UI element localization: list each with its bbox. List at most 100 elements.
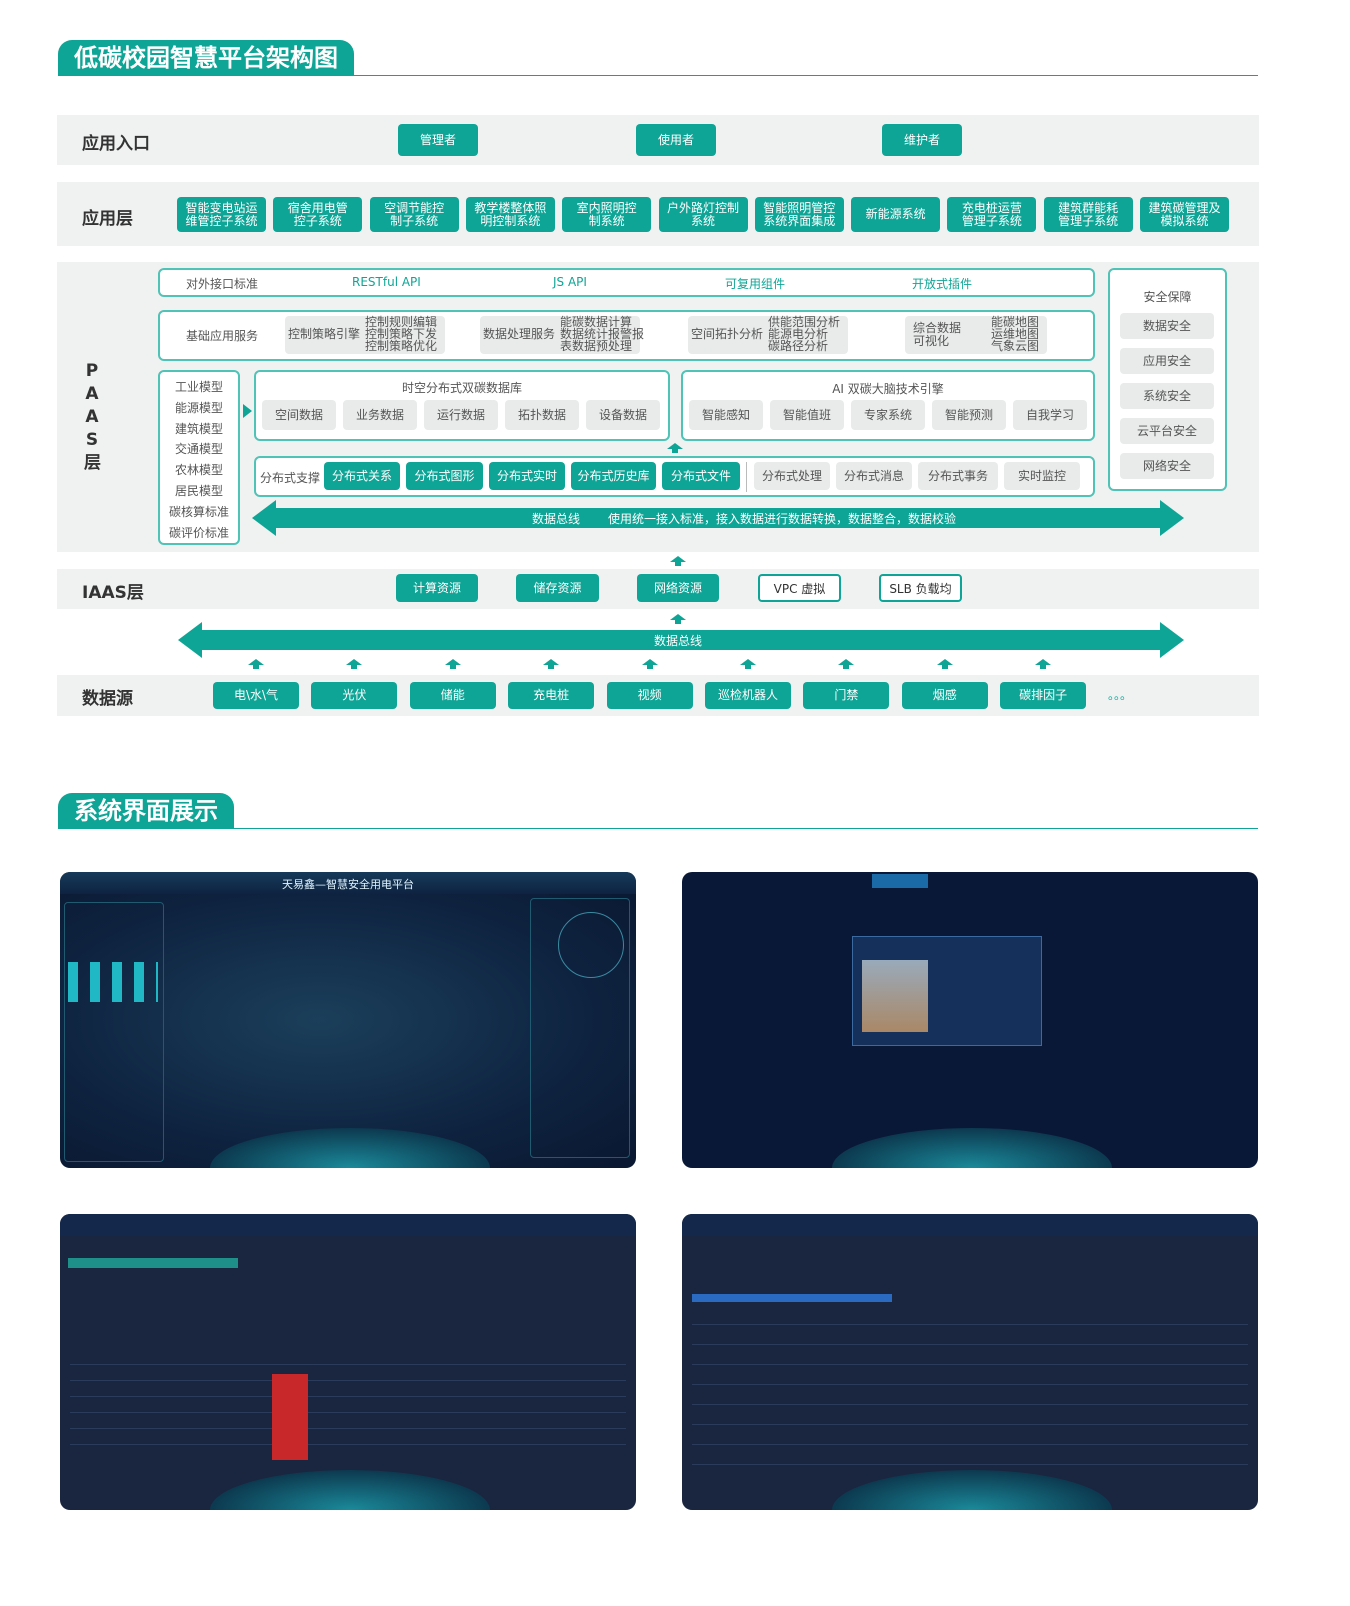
datasource-item: 门禁 — [803, 682, 890, 709]
model-item: 碳评价标准 — [168, 525, 229, 540]
iaas-item: 网络资源 — [637, 574, 719, 602]
basic-group-bg — [688, 316, 848, 354]
interface-box — [158, 268, 1095, 297]
interface-item: RESTful API — [352, 275, 421, 289]
ai-item: 智能预测 — [932, 400, 1006, 430]
bus-label: 数据总线 — [532, 512, 581, 526]
arrow-up-icon — [670, 614, 686, 624]
entry-label: 应用入口 — [82, 134, 150, 154]
distributed-label: 分布式支撑 — [260, 471, 321, 485]
app-subsystem: 充电桩运营 管理子系统 — [947, 197, 1037, 232]
model-item: 建筑模型 — [174, 421, 223, 436]
app-subsystem: 教学楼整体照 明控制系统 — [465, 197, 555, 232]
database-title: 时空分布式双碳数据库 — [401, 381, 522, 395]
entry-manager: 管理者 — [398, 124, 478, 156]
entry-maintainer: 维护者 — [882, 124, 962, 156]
arrow-up-icon — [936, 659, 953, 669]
arrow-up-icon — [248, 659, 264, 669]
distributed-primary: 分布式文件 — [662, 462, 740, 490]
app-layer-label: 应用层 — [82, 209, 133, 229]
model-item: 工业模型 — [174, 380, 223, 394]
iaas-item: SLB 负载均 — [879, 574, 962, 602]
screenshot-title: 天易鑫—智慧安全用电平台 — [282, 878, 414, 891]
app-subsystem: 新能源系统 — [851, 197, 941, 232]
basic-group-items: 供能范围分析 能源电分析 碳路径分析 — [768, 315, 841, 353]
arrow-up-icon — [838, 659, 855, 669]
app-subsystem: 宿舍用电管 控子系统 — [273, 197, 363, 232]
ai-item: 智能感知 — [689, 400, 763, 430]
basic-group-bg — [905, 316, 1047, 354]
divider — [58, 828, 1258, 829]
distributed-primary: 分布式实时 — [489, 462, 565, 490]
basic-group-name: 控制策略引擎 — [288, 327, 361, 341]
database-item: 业务数据 — [343, 400, 417, 430]
more-indicator: 。。。 — [1108, 688, 1133, 702]
security-item: 数据安全 — [1120, 313, 1214, 339]
datasource-item: 碳排因子 — [1000, 682, 1087, 709]
iaas-item: 储存资源 — [516, 574, 599, 602]
datasource-label: 数据源 — [82, 689, 133, 709]
paas-label: PAAS层 — [84, 361, 101, 473]
basic-group-bg — [480, 316, 640, 354]
basic-group-items: 能碳地图 运维地图 气象云图 — [991, 315, 1040, 353]
security-item: 系统安全 — [1120, 383, 1214, 409]
basic-group-name: 空间拓扑分析 — [691, 327, 764, 341]
arrow-up-icon — [670, 556, 686, 566]
app-subsystem: 户外路灯控制 系统 — [658, 197, 748, 232]
datasource-item: 储能 — [409, 682, 496, 709]
security-title: 安全保障 — [1143, 290, 1192, 304]
arrow-right-icon — [243, 404, 252, 418]
interface-item: 可复用组件 — [725, 277, 786, 291]
distributed-primary: 分布式图形 — [406, 462, 483, 490]
datasource-item: 烟感 — [901, 682, 988, 709]
app-subsystem: 智能变电站运 维管控子系统 — [177, 197, 266, 232]
database-item: 运行数据 — [424, 400, 498, 430]
interface-item: 开放式插件 — [912, 277, 973, 291]
app-subsystem: 室内照明控 制系统 — [562, 197, 652, 232]
security-item: 网络安全 — [1120, 453, 1214, 479]
arrow-up-icon — [543, 659, 560, 669]
ai-item: 专家系统 — [851, 400, 925, 430]
section-title-ui: 系统界面展示 — [58, 793, 234, 829]
database-item: 设备数据 — [586, 400, 660, 430]
basic-group-items: 能碳数据计算 数据统计报警报 表数据预处理 — [560, 315, 645, 353]
basic-group-items: 控制规则编辑 控制策略下发 控制策略优化 — [365, 315, 438, 353]
ai-item: 智能值班 — [770, 400, 844, 430]
screenshot-map — [682, 872, 1258, 1168]
iaas-item: 计算资源 — [396, 574, 478, 602]
basic-group-bg — [285, 316, 445, 354]
distributed-secondary: 实时监控 — [1004, 462, 1080, 490]
model-item: 能源模型 — [174, 400, 223, 415]
screenshot-table-1 — [60, 1214, 636, 1510]
screenshot-dashboard: 天易鑫—智慧安全用电平台 — [60, 872, 636, 1168]
data-bus: 数据总线 使用统一接入标准，接入数据进行数据转换，数据整合，数据校验 — [252, 500, 1184, 536]
screenshot-table-2 — [682, 1214, 1258, 1510]
ai-title: AI 双碳大脑技术引擎 — [832, 382, 944, 396]
distributed-primary: 分布式历史库 — [571, 462, 656, 490]
arrow-up-icon — [346, 659, 363, 669]
ai-item: 自我学习 — [1013, 400, 1087, 430]
distributed-secondary: 分布式消息 — [836, 462, 912, 490]
section-title-architecture: 低碳校园智慧平台架构图 — [58, 40, 354, 76]
distributed-primary: 分布式关系 — [324, 462, 400, 490]
app-subsystem: 建筑碳管理及 模拟系统 — [1140, 197, 1229, 232]
arrow-up-icon — [1035, 659, 1052, 669]
model-item: 农林模型 — [174, 463, 223, 478]
models-box — [158, 370, 240, 545]
datasource-item: 电\水\气 — [213, 682, 299, 709]
arrow-up-icon — [444, 659, 461, 669]
database-item: 拓扑数据 — [505, 400, 579, 430]
bus-desc: 使用统一接入标准，接入数据进行数据转换，数据整合，数据校验 — [608, 512, 957, 526]
iaas-label: IAAS层 — [82, 583, 144, 603]
entry-user: 使用者 — [636, 124, 716, 156]
app-subsystem: 建筑群能耗 管理子系统 — [1043, 197, 1133, 232]
basic-group-name: 数据处理服务 — [483, 327, 556, 341]
divider — [58, 75, 1258, 76]
datasource-item: 视频 — [606, 682, 693, 709]
interface-item: JS API — [553, 275, 587, 289]
basic-group-name: 综合数据 可视化 — [913, 321, 962, 348]
basic-label: 基础应用服务 — [186, 329, 259, 343]
bus-label: 数据总线 — [654, 634, 703, 648]
model-item: 碳核算标准 — [168, 504, 229, 519]
security-item: 云平台安全 — [1120, 418, 1214, 444]
